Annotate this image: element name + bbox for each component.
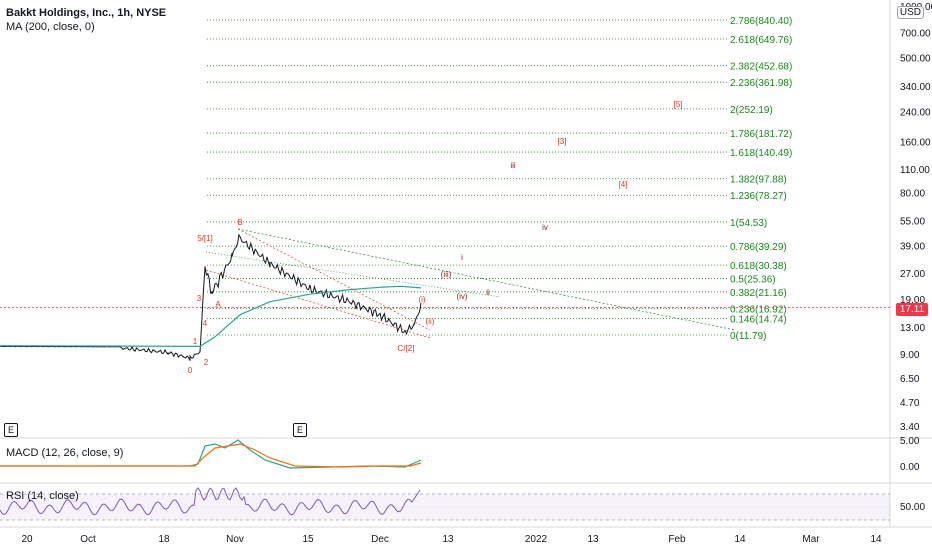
y-tick-label: 55.00 — [900, 216, 925, 227]
y-tick-label: 50.00 — [900, 502, 925, 513]
macd-pane-title[interactable]: MACD (12, 26, close, 9) — [6, 447, 124, 459]
y-tick-label: 6.50 — [900, 374, 920, 385]
trendline — [237, 228, 431, 331]
fib-level-label: 0.146(14.74) — [730, 315, 787, 326]
fib-level-label: 2.786(840.40) — [730, 16, 792, 27]
x-tick-label: Oct — [80, 534, 96, 545]
rsi-series-line — [0, 487, 421, 516]
fib-level-label: 2.236(361.98) — [730, 78, 792, 89]
symbol-title[interactable]: Bakkt Holdings, Inc., 1h, NYSE — [6, 7, 167, 19]
x-tick-label: 15 — [302, 534, 314, 545]
y-tick-label: 160.00 — [900, 137, 931, 148]
earnings-icon[interactable]: E — [293, 423, 307, 437]
x-tick-label: 2022 — [525, 534, 548, 545]
y-tick-label: 13.00 — [900, 323, 925, 334]
y-tick-label: 340.00 — [900, 82, 931, 93]
x-tick-label: 18 — [158, 534, 170, 545]
y-tick-label: 27.00 — [900, 269, 925, 280]
fib-level-label: 1(54.53) — [730, 218, 767, 229]
y-tick-label: 9.00 — [900, 350, 920, 361]
x-tick-label: Dec — [371, 534, 389, 545]
fib-level-label: 0.618(30.38) — [730, 261, 787, 272]
wave-label: 5/[1] — [197, 234, 213, 243]
wave-label: (iv) — [456, 292, 467, 301]
wave-label: 4 — [203, 319, 208, 328]
ma200-series-line — [0, 285, 422, 348]
fib-level-label: 0.236(16.92) — [730, 304, 787, 315]
wave-label: B — [237, 218, 242, 227]
wave-label: [3] — [558, 137, 567, 146]
fib-level-label: 2(252.19) — [730, 105, 773, 116]
fib-level-label: 1.786(181.72) — [730, 129, 792, 140]
x-tick-label: 20 — [21, 534, 33, 545]
rsi-pane-title[interactable]: RSI (14, close) — [6, 490, 79, 502]
wave-label: ii — [486, 288, 490, 297]
y-tick-label: 700.00 — [900, 28, 931, 39]
x-tick-label: 13 — [442, 534, 454, 545]
wave-label: 2 — [204, 358, 209, 367]
wave-label: iv — [542, 223, 548, 232]
trendline — [205, 251, 501, 298]
fib-level-label: 2.382(452.68) — [730, 62, 792, 73]
wave-label: [4] — [619, 180, 628, 189]
x-tick-label: 14 — [734, 534, 746, 545]
currency-badge[interactable]: USD — [896, 6, 924, 19]
y-tick-label: 19.00 — [900, 295, 925, 306]
x-tick-label: 14 — [870, 534, 882, 545]
x-tick-label: Feb — [668, 534, 686, 545]
y-tick-label: 240.00 — [900, 108, 931, 119]
y-tick-label: 4.70 — [900, 398, 920, 409]
signal-series-line — [0, 443, 422, 468]
price-series-line — [0, 234, 422, 361]
fib-level-label: 1.618(140.49) — [730, 148, 792, 159]
y-tick-label: 110.00 — [900, 165, 930, 176]
x-tick-label: 13 — [587, 534, 599, 545]
fib-level-label: 2.618(649.76) — [730, 35, 792, 46]
wave-label: 0 — [188, 366, 193, 375]
fib-level-label: 1.236(78.27) — [730, 191, 787, 202]
wave-label: [5] — [674, 100, 683, 109]
fib-level-label: 1.382(97.88) — [730, 175, 787, 186]
y-tick-label: 500.00 — [900, 53, 931, 64]
fib-level-label: 0.5(25.36) — [730, 274, 776, 285]
y-tick-label: 5.00 — [900, 436, 920, 447]
y-tick-label: 80.00 — [900, 189, 925, 200]
fib-level-label: 0.382(21.16) — [730, 288, 787, 299]
fib-level-label: 0.786(39.29) — [730, 242, 787, 253]
wave-label: C/[2] — [398, 344, 415, 353]
last-price-tag: 17.11 — [896, 303, 928, 316]
y-tick-label: 0.00 — [900, 462, 920, 473]
wave-label: A — [215, 300, 221, 309]
trendline — [237, 228, 736, 331]
x-tick-label: Mar — [802, 534, 820, 545]
trendline — [205, 269, 431, 339]
fib-level-label: 0(11.79) — [730, 331, 767, 342]
wave-label: (iii) — [441, 270, 452, 279]
y-tick-label: 3.40 — [900, 422, 920, 433]
wave-label: (i) — [418, 295, 425, 304]
y-tick-label: 39.00 — [900, 242, 925, 253]
wave-label: 1 — [193, 337, 198, 346]
wave-label: iii — [510, 161, 516, 170]
wave-label: (ii) — [426, 317, 435, 326]
wave-label: i — [461, 253, 463, 262]
earnings-icon[interactable]: E — [4, 423, 18, 437]
x-tick-label: Nov — [226, 534, 244, 545]
wave-label: 3 — [197, 294, 202, 303]
ma-indicator-label[interactable]: MA (200, close, 0) — [6, 21, 95, 33]
